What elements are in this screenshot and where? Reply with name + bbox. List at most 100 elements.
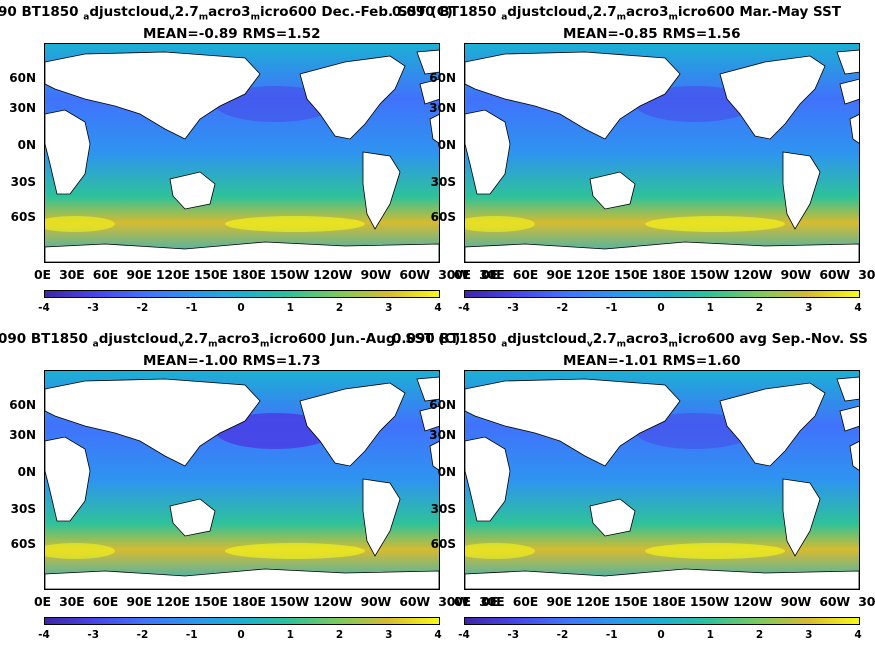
colorbar-tick: 4 — [854, 302, 862, 314]
panel-stats: MEAN=-0.85 RMS=1.56 — [563, 26, 741, 42]
colorbar-tick: 2 — [335, 302, 344, 314]
sst-map — [44, 370, 440, 590]
lat-label: 60N — [429, 398, 456, 412]
lon-axis: 0E 30E 60E 90E 120E 150E 180E 150W 120W … — [454, 267, 875, 282]
lat-label: 60S — [430, 537, 456, 551]
colorbar-tick: 0 — [237, 302, 245, 314]
colorbar-tick: 4 — [434, 302, 442, 314]
lat-label: 0N — [17, 465, 36, 479]
lat-label: 30S — [10, 175, 36, 189]
lat-label: 30N — [429, 428, 456, 442]
panel-stats: MEAN=-1.01 RMS=1.60 — [563, 353, 741, 369]
land-shape — [169, 171, 216, 210]
colorbar-tick: 0 — [657, 302, 665, 314]
land-shape — [416, 49, 439, 75]
land-shape — [362, 478, 401, 557]
colorbar-tick: 1 — [706, 629, 714, 641]
land-shape — [589, 498, 636, 537]
colorbar-tick: -1 — [185, 629, 198, 641]
lon-axis: 0E 30E 60E 90E 120E 150E 180E 150W 120W … — [34, 267, 499, 282]
land-shape — [416, 376, 439, 402]
land-shape — [45, 568, 439, 589]
colorbar — [44, 617, 440, 625]
colorbar-tick: -4 — [38, 302, 50, 314]
colorbar-tick: 1 — [286, 302, 294, 314]
colorbar-tick: -2 — [556, 302, 569, 314]
colorbar-tick: 3 — [385, 302, 393, 314]
land-shape — [589, 171, 636, 210]
lat-label: 30N — [9, 428, 36, 442]
colorbar-tick: 3 — [805, 302, 813, 314]
lat-label: 30S — [430, 502, 456, 516]
colorbar-tick: -2 — [556, 629, 569, 641]
lat-label: 60N — [9, 398, 36, 412]
land-shape — [849, 441, 859, 471]
colorbar-tick: 0 — [657, 629, 665, 641]
colorbar-tick: 2 — [335, 629, 344, 641]
colorbar-tick: -1 — [185, 302, 198, 314]
colorbar-tick: 3 — [805, 629, 813, 641]
lat-label: 60N — [429, 71, 456, 85]
colorbar-tick: -4 — [458, 302, 470, 314]
colorbar-tick: -4 — [38, 629, 50, 641]
colorbar-tick: 2 — [755, 629, 764, 641]
colorbar-tick: 4 — [854, 629, 862, 641]
land-shape — [836, 49, 859, 75]
land-shape — [849, 114, 859, 144]
land-shape — [782, 478, 821, 557]
colorbar-tick: -3 — [87, 302, 100, 314]
land-shape — [465, 568, 859, 589]
lat-label: 60S — [430, 210, 456, 224]
colorbar-tick: -2 — [136, 629, 149, 641]
land-shape — [45, 378, 261, 467]
lat-label: 30S — [430, 175, 456, 189]
lat-label: 60S — [10, 537, 36, 551]
colorbar-tick: 1 — [286, 629, 294, 641]
colorbar — [464, 617, 860, 625]
land-shape — [362, 151, 401, 230]
colorbar-tick: -1 — [605, 629, 618, 641]
land-shape — [169, 498, 216, 537]
land-shape — [839, 405, 859, 432]
lat-label: 60N — [9, 71, 36, 85]
panel-stats: MEAN=-1.00 RMS=1.73 — [143, 353, 321, 369]
colorbar-tick: -3 — [87, 629, 100, 641]
lon-axis: 0E 30E 60E 90E 120E 150E 180E 150W 120W … — [454, 594, 875, 609]
colorbar-tick: 2 — [755, 302, 764, 314]
colorbar — [464, 290, 860, 298]
sst-map — [44, 43, 440, 263]
land-shape — [429, 114, 439, 144]
colorbar-tick: 3 — [385, 629, 393, 641]
colorbar — [44, 290, 440, 298]
panel-title: 090 BT1850 adjustcloudv2.7macro3micro600… — [0, 331, 461, 350]
land-shape — [45, 241, 439, 262]
lat-label: 60S — [10, 210, 36, 224]
colorbar-tick: -1 — [605, 302, 618, 314]
lat-label: 30S — [10, 502, 36, 516]
land-shape — [419, 78, 439, 105]
land-shape — [45, 109, 91, 195]
panel-stats: MEAN=-0.89 RMS=1.52 — [143, 26, 321, 42]
colorbar-tick: -3 — [507, 629, 520, 641]
lat-label: 0N — [437, 465, 456, 479]
land-shape — [45, 51, 261, 140]
land-shape — [782, 151, 821, 230]
sst-map — [464, 43, 860, 263]
lat-label: 30N — [9, 101, 36, 115]
panel-title: 90 BT1850 adjustcloudv2.7macro3micro600 … — [0, 4, 453, 23]
land-shape — [839, 78, 859, 105]
land-shape — [465, 378, 681, 467]
lat-label: 30N — [429, 101, 456, 115]
colorbar-tick: -2 — [136, 302, 149, 314]
land-shape — [719, 382, 826, 467]
land-shape — [299, 55, 406, 140]
land-shape — [465, 51, 681, 140]
land-shape — [419, 405, 439, 432]
land-shape — [719, 55, 826, 140]
colorbar-tick: -4 — [458, 629, 470, 641]
land-shape — [465, 109, 511, 195]
land-shape — [429, 441, 439, 471]
colorbar-tick: 4 — [434, 629, 442, 641]
colorbar-tick: -3 — [507, 302, 520, 314]
panel-title: 0.090 BT1850 adjustcloudv2.7macro3micro6… — [392, 331, 868, 350]
